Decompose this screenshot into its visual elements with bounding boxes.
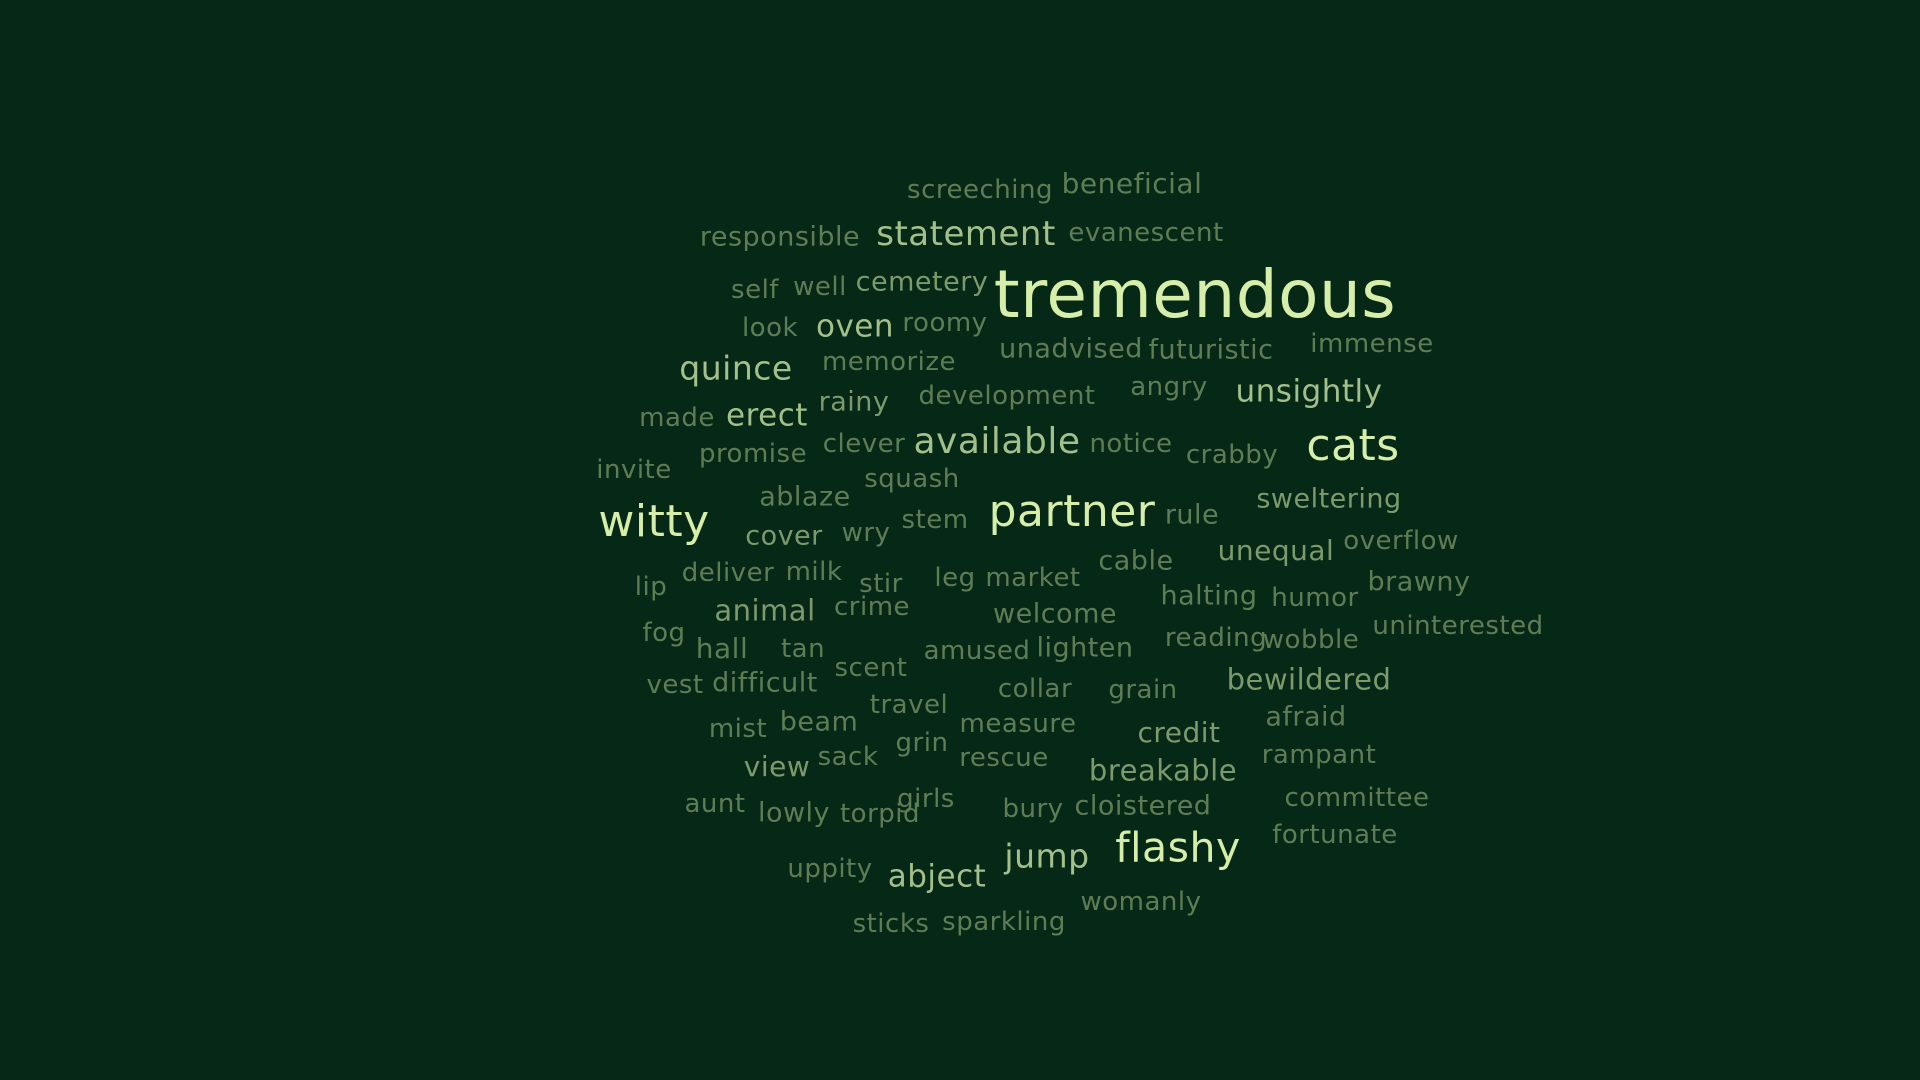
word-cloud-word: rainy: [818, 386, 890, 418]
word-cloud-word: travel: [869, 690, 949, 720]
word-cloud-word: deliver: [681, 558, 775, 588]
word-cloud-word: cloistered: [1074, 790, 1212, 822]
word-cloud-word: memorize: [821, 347, 957, 377]
word-cloud-word: cover: [745, 520, 823, 552]
word-cloud-word: stir: [859, 569, 903, 599]
word-cloud-word: witty: [598, 496, 710, 547]
word-cloud-word: angry: [1130, 372, 1208, 402]
word-cloud-word: responsible: [699, 221, 861, 253]
word-cloud-word: jump: [1004, 836, 1090, 876]
word-cloud-word: committee: [1284, 783, 1430, 813]
word-cloud-word: abject: [887, 858, 987, 895]
word-cloud-word: unsightly: [1235, 373, 1383, 410]
word-cloud-word: sparkling: [942, 907, 1066, 937]
word-cloud-word: wobble: [1262, 625, 1360, 655]
word-cloud-word: tremendous: [993, 256, 1397, 333]
word-cloud-word: tan: [780, 634, 826, 664]
word-cloud-word: aunt: [684, 789, 746, 819]
word-cloud-word: reading: [1164, 623, 1268, 653]
word-cloud-word: lighten: [1036, 632, 1134, 664]
word-cloud-word: womanly: [1080, 887, 1202, 917]
word-cloud-word: girls: [897, 784, 955, 814]
word-cloud-word: bury: [1002, 794, 1064, 824]
word-cloud-word: welcome: [993, 598, 1117, 630]
word-cloud-word: rampant: [1261, 740, 1377, 770]
word-cloud-word: breakable: [1088, 753, 1238, 788]
word-cloud-word: sweltering: [1256, 483, 1402, 515]
word-cloud-word: crime: [833, 592, 911, 622]
word-cloud-word: animal: [714, 593, 816, 628]
word-cloud-word: fortunate: [1272, 820, 1398, 850]
word-cloud-word: unequal: [1217, 534, 1335, 567]
word-cloud-word: afraid: [1265, 701, 1347, 733]
word-cloud-word: grin: [895, 728, 949, 758]
word-cloud-word: beam: [779, 706, 859, 738]
word-cloud-word: well: [793, 272, 847, 302]
word-cloud-word: oven: [815, 308, 895, 345]
word-cloud-word: uppity: [787, 854, 873, 884]
word-cloud-word: quince: [679, 348, 793, 388]
word-cloud-word: torpid: [839, 799, 921, 829]
word-cloud-word: halting: [1160, 580, 1258, 612]
word-cloud-word: cats: [1306, 420, 1400, 471]
word-cloud-word: futuristic: [1148, 334, 1274, 366]
word-cloud-word: cable: [1098, 545, 1174, 577]
word-cloud-word: uninterested: [1372, 611, 1544, 641]
word-cloud-word: squash: [864, 464, 960, 494]
word-cloud-word: beneficial: [1061, 167, 1203, 200]
word-cloud-word: market: [985, 563, 1081, 593]
word-cloud-word: self: [731, 275, 779, 305]
word-cloud-word: immense: [1310, 329, 1434, 359]
word-cloud-word: screeching: [907, 175, 1053, 205]
word-cloud-word: sack: [817, 742, 879, 772]
word-cloud-word: measure: [959, 709, 1077, 739]
word-cloud-word: invite: [596, 455, 672, 485]
word-cloud-word: look: [741, 313, 799, 343]
word-cloud-word: difficult: [712, 667, 818, 699]
word-cloud-word: rule: [1164, 499, 1220, 531]
word-cloud-word: amused: [923, 636, 1031, 666]
word-cloud-word: clever: [822, 429, 906, 459]
word-cloud-word: lowly: [757, 797, 831, 829]
word-cloud-word: partner: [988, 486, 1156, 537]
word-cloud-word: wry: [841, 518, 891, 548]
word-cloud-word: humor: [1271, 583, 1359, 613]
word-cloud-word: unadvised: [999, 333, 1143, 365]
word-cloud-word: roomy: [902, 308, 988, 338]
word-cloud-word: made: [639, 403, 715, 433]
word-cloud-word: statement: [876, 214, 1056, 254]
word-cloud-word: erect: [726, 397, 808, 434]
word-cloud-word: evanescent: [1068, 218, 1224, 248]
word-cloud-word: cemetery: [855, 266, 989, 298]
word-cloud-word: available: [913, 421, 1081, 462]
word-cloud-word: brawny: [1367, 566, 1471, 598]
word-cloud-word: grain: [1108, 675, 1178, 705]
word-cloud-word: collar: [997, 674, 1073, 704]
word-cloud-word: flashy: [1115, 823, 1241, 872]
word-cloud-word: promise: [698, 439, 808, 469]
word-cloud-word: stem: [901, 505, 969, 535]
word-cloud-word: milk: [785, 557, 843, 587]
word-cloud-word: hall: [695, 632, 749, 665]
word-cloud-word: lip: [634, 572, 668, 602]
word-cloud-word: crabby: [1185, 440, 1279, 470]
word-cloud-word: leg: [934, 563, 976, 593]
word-cloud-word: fog: [642, 618, 686, 648]
word-cloud-word: mist: [708, 714, 768, 744]
word-cloud-word: development: [918, 381, 1096, 411]
word-cloud-word: ablaze: [759, 481, 851, 513]
word-cloud-word: scent: [834, 653, 908, 683]
word-cloud-word: sticks: [852, 909, 930, 939]
word-cloud-word: vest: [646, 670, 704, 700]
word-cloud-word: bewildered: [1226, 662, 1392, 697]
word-cloud-word: credit: [1137, 716, 1221, 749]
word-cloud-word: view: [743, 750, 811, 783]
word-cloud-word: overflow: [1343, 526, 1459, 556]
word-cloud-word: notice: [1089, 429, 1173, 459]
word-cloud-word: rescue: [959, 743, 1049, 773]
